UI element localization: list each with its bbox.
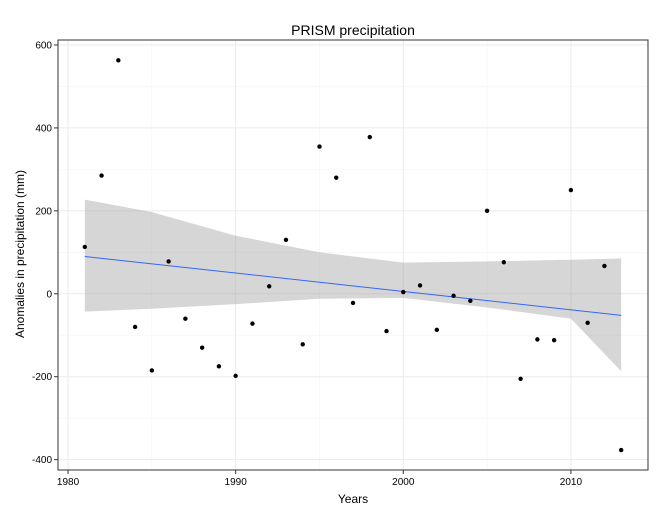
x-tick-label: 2010	[560, 477, 583, 488]
data-point	[149, 368, 155, 373]
data-point	[468, 298, 473, 304]
data-point	[283, 237, 289, 243]
data-point	[266, 284, 272, 289]
data-point	[535, 337, 540, 342]
y-tick-label: 200	[35, 206, 52, 217]
data-point	[434, 327, 440, 333]
data-point	[350, 300, 356, 306]
data-point	[484, 208, 490, 214]
data-point	[518, 376, 523, 381]
x-tick-label: 1990	[225, 477, 248, 488]
trend-line-layer	[84, 255, 622, 316]
data-point	[618, 447, 624, 453]
data-point	[417, 283, 423, 288]
y-tick-label: 400	[35, 123, 52, 134]
x-axis-ticks: 1980 1990 2000 2010	[57, 470, 583, 488]
data-point	[300, 342, 305, 347]
data-point	[384, 328, 389, 334]
data-point	[367, 134, 372, 140]
x-tick-label: 1980	[57, 477, 80, 488]
chart-title: PRISM precipitation	[291, 22, 415, 38]
trend-line	[84, 255, 622, 316]
data-point	[602, 263, 607, 269]
x-tick-label: 2000	[392, 477, 415, 488]
y-tick-label: -200	[32, 372, 52, 383]
y-axis-title: Anomalies in precipitation (mm)	[13, 170, 27, 338]
data-points	[82, 58, 624, 453]
data-point	[132, 324, 138, 330]
grid-lines	[58, 40, 648, 470]
y-tick-label: 0	[46, 289, 52, 300]
data-point	[568, 187, 574, 193]
data-point	[317, 144, 322, 149]
data-point	[116, 58, 121, 63]
x-axis-title: Years	[338, 492, 368, 506]
data-point	[166, 259, 171, 264]
plot-border	[57, 39, 649, 471]
data-point	[216, 364, 222, 369]
data-point	[183, 316, 188, 321]
data-point	[551, 338, 557, 343]
data-point	[82, 244, 88, 250]
data-point	[250, 321, 255, 326]
data-point	[99, 173, 104, 178]
data-point	[334, 175, 339, 180]
data-point	[501, 260, 507, 265]
y-axis-ticks: -400 -200 0 200 400 600	[32, 40, 58, 466]
data-point	[199, 345, 205, 350]
y-tick-label: -400	[32, 455, 52, 466]
data-point	[585, 320, 590, 325]
data-point	[451, 293, 456, 299]
data-point	[401, 289, 406, 295]
y-tick-label: 600	[35, 40, 52, 51]
data-point	[233, 373, 238, 379]
